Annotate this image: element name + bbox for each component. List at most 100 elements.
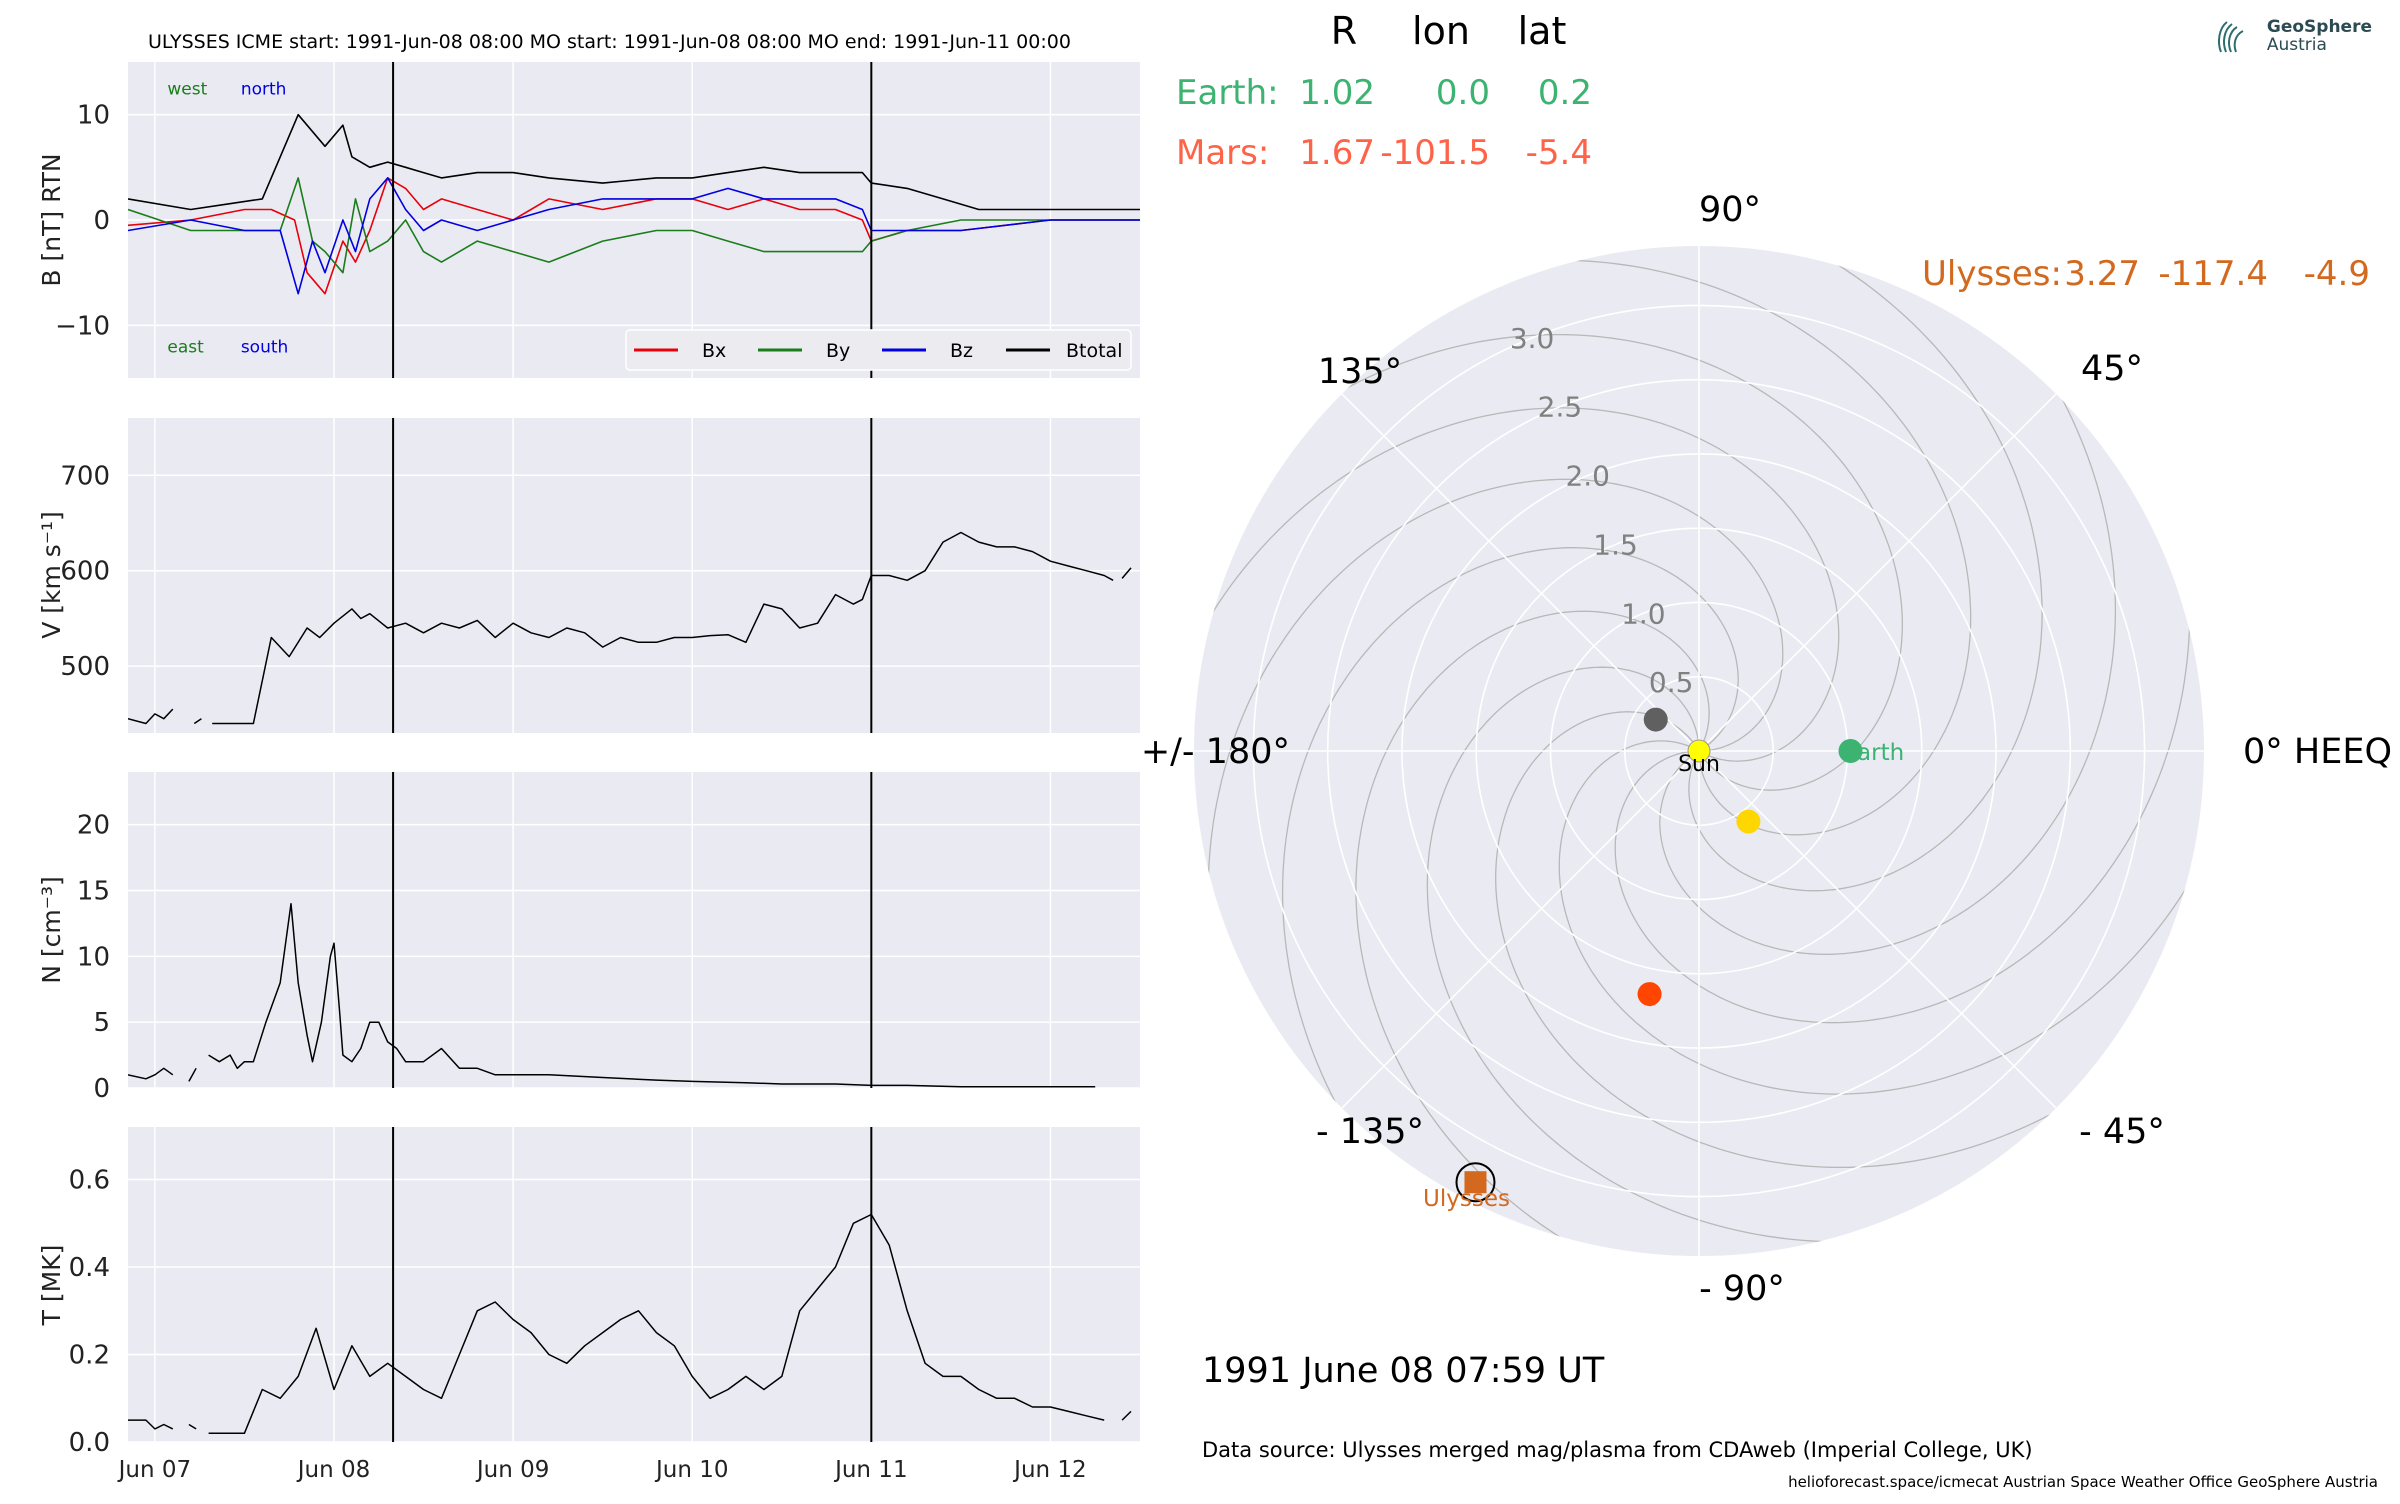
col-header: lon [1412,9,1470,53]
ylabel: V [km s⁻¹] [37,511,66,639]
earth-marker [1838,739,1863,763]
series-line [128,708,174,725]
sun-label: Sun [1678,752,1720,777]
logo-line1: GeoSphere [2266,17,2372,38]
ulysses-marker [1464,1171,1487,1194]
radial-tick-label: 1.5 [1593,528,1638,561]
ytick-label: 20 [77,811,110,841]
col-header: lat [1518,9,1567,53]
angle-label: - 90° [1699,1269,1785,1309]
angle-label: 90° [1699,190,1761,230]
annotation-east: east [167,337,204,357]
radial-tick-label: 1.0 [1621,597,1666,630]
panel-background [128,772,1140,1088]
series-line [208,902,1096,1088]
series-line-bx [128,177,1140,295]
sun-marker [1687,739,1711,763]
ylabel: B [nT] RTN [37,153,66,286]
angle-label: 135° [1318,352,1402,392]
annotation-south: south [241,337,288,357]
ytick-label: 0.0 [69,1428,110,1458]
angle-label: 45° [2081,349,2143,389]
row-r: 1.02 [1299,73,1375,113]
mercury-marker [1643,707,1668,732]
ytick-label: 600 [60,557,110,587]
ytick-label: 15 [77,877,110,907]
logo-icon [2217,21,2244,53]
ytick-label: 0.4 [69,1253,110,1283]
radial-tick-label: 2.5 [1538,391,1583,424]
parker-spiral-line [1355,610,1710,1256]
parker-spiral-line [1659,320,2117,955]
polar-orbit-plot: 0.5 1.0 1.5 2.0 2.5 3.0 0° HEEQ 45° 90° 135° +/- 1… [1141,190,2392,1309]
series-group [128,531,1132,725]
series-line [212,531,1114,725]
date-label: 1991 June 08 07:59 UT [1202,1351,1605,1391]
ytick-label: 10 [77,942,110,972]
series-line [128,1067,174,1080]
parker-spiral-line [1194,407,1840,762]
ytick-label: 10 [77,101,110,131]
row-name: Mars: [1176,133,1269,173]
radial-tick-label: 3.0 [1510,322,1555,355]
series-line [1121,1410,1132,1421]
angular-grid-line [1341,750,1700,1109]
earth-label: Earth [1843,740,1905,766]
parker-spiral-line [1614,534,2191,1024]
parker-spiral-line [1268,333,1903,791]
ytick-label: 0 [93,206,110,236]
series-line-bz [128,177,1140,295]
parker-spirals [1194,246,2204,1256]
ytick-label: 500 [60,652,110,682]
angle-label: 0° HEEQ [2243,732,2392,772]
legend-label: Btotal [1066,340,1122,362]
panel-B: −10 0 10 B [nT] RTN west north east south Bx By Bz… [37,62,1140,378]
logo-line2: Austria [2266,35,2327,55]
geosphere-logo: GeoSphere Austria [2213,14,2372,60]
row-lat: -5.4 [1526,133,1592,173]
ylabel: N [cm⁻³] [37,876,66,983]
parker-spiral-line [1688,246,2043,892]
angular-grid-line [1698,750,2057,1109]
annotation-west: west [167,79,207,99]
row-lon: -117.4 [2158,254,2268,294]
legend-box [625,329,1132,371]
angular-grid-line [1698,393,2057,752]
parker-spiral-line [1281,547,1739,1182]
angle-label: - 135° [1316,1112,1424,1152]
series-group [128,113,1140,295]
xtick-label: Jun 07 [117,1457,192,1483]
annotation-north: north [241,79,287,99]
series-line [1121,567,1132,579]
ytick-label: 5 [93,1008,110,1038]
col-header: R [1331,9,1357,53]
panel-N: 0 5 10 15 20 N [cm⁻³] [37,772,1140,1104]
legend-label: Bz [950,340,973,362]
row-r: 1.67 [1299,133,1375,173]
ytick-label: 0 [93,1074,110,1104]
panel-V: 500 600 700 V [km s⁻¹] [37,418,1140,733]
footer-credits: helioforecast.space/icmecat Austrian Spa… [1788,1473,2378,1491]
row-lon: 0.0 [1436,73,1490,113]
ulysses-label: Ulysses [1423,1186,1510,1212]
ytick-label: −10 [55,311,110,341]
series-group [128,1213,1132,1435]
parker-spiral-line [1558,740,2204,1095]
row-lat: 0.2 [1538,73,1592,113]
series-line [193,718,202,725]
xtick-label: Jun 12 [1012,1457,1087,1483]
legend-label: Bx [702,340,726,362]
legend-label: By [826,340,850,362]
row-name: Ulysses: [1922,254,2062,294]
row-r: 3.27 [2064,254,2140,294]
row-name: Earth: [1176,73,1279,113]
ytick-label: 0.6 [69,1166,110,1196]
radial-tick-label: 0.5 [1649,666,1694,699]
xtick-label: Jun 08 [296,1457,371,1483]
series-line [208,1213,1105,1435]
data-source: Data source: Ulysses merged mag/plasma f… [1202,1438,2033,1462]
parker-spiral-line [1207,478,1784,968]
mars-marker [1637,982,1662,1007]
